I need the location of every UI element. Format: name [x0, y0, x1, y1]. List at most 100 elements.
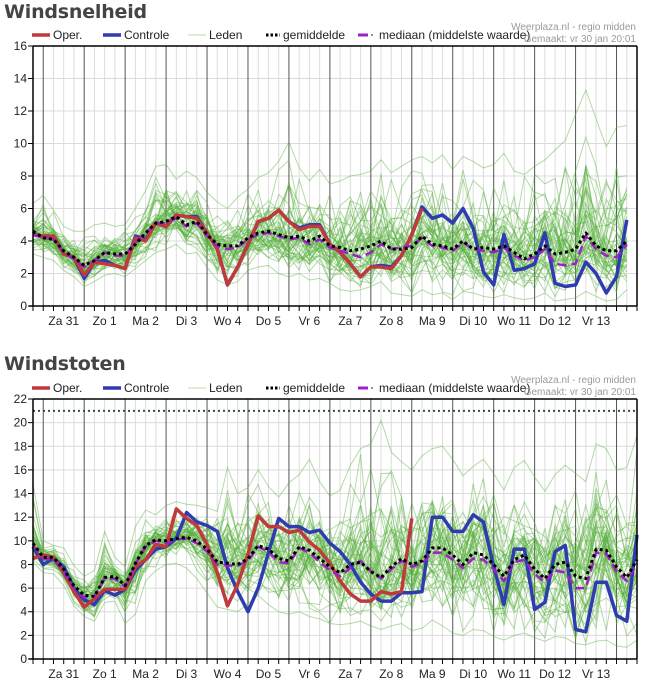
x-tick-label: Do 12 — [539, 314, 571, 328]
x-tick-label: Do 5 — [256, 314, 282, 328]
y-tick-label: 18 — [14, 439, 28, 453]
ensemble-member-line — [32, 511, 638, 610]
x-tick-label: Di 10 — [459, 314, 487, 328]
ensemble-member-line — [32, 501, 638, 617]
y-tick-label: 6 — [20, 581, 27, 595]
ensemble-member-line — [32, 504, 638, 624]
x-tick-label: Wo 4 — [214, 667, 242, 681]
y-tick-label: 6 — [20, 202, 27, 216]
y-tick-label: 2 — [20, 628, 27, 642]
x-tick-label: Do 12 — [539, 667, 571, 681]
y-tick-label: 16 — [14, 463, 28, 477]
x-tick-label: Za 31 — [48, 314, 79, 328]
ensemble-member-line — [32, 471, 638, 601]
series-line-oper — [32, 207, 424, 287]
ensemble-member-line — [32, 500, 638, 631]
ensemble-member-line — [32, 500, 638, 633]
x-tick-label: Zo 8 — [379, 667, 403, 681]
x-tick-label: Di 3 — [176, 314, 198, 328]
x-tick-label: Do 5 — [256, 667, 282, 681]
y-tick-label: 16 — [14, 39, 28, 53]
legend-item-controle: Controle — [103, 381, 170, 395]
x-tick-label: Wo 11 — [497, 667, 531, 681]
legend-label-mediaan: mediaan (middelste waarde) — [379, 381, 530, 395]
y-tick-label: 10 — [14, 534, 28, 548]
x-tick-label: Di 10 — [459, 667, 487, 681]
ensemble-member-line — [32, 479, 638, 613]
ensemble-member-line — [32, 189, 627, 278]
y-tick-label: 12 — [14, 104, 28, 118]
ensemble-member-line — [32, 519, 638, 631]
ensemble-member-line — [32, 203, 628, 294]
y-tick-label: 22 — [14, 392, 28, 406]
series-line-mediaan — [32, 537, 639, 599]
legend-item-gemiddelde: gemiddelde — [266, 381, 345, 395]
legend-label-oper: Oper. — [53, 28, 82, 42]
y-tick-label: 4 — [20, 605, 27, 619]
legend-item-leden: Leden — [188, 381, 242, 395]
ensemble-member-line — [32, 483, 638, 610]
ensemble-member-line — [32, 490, 638, 600]
ensemble-member-line — [32, 503, 638, 637]
legend-item-oper: Oper. — [32, 28, 82, 42]
y-tick-label: 4 — [20, 234, 27, 248]
x-tick-label: Ma 9 — [419, 314, 446, 328]
ensemble-member-line — [32, 510, 638, 604]
x-tick-label: Vr 6 — [299, 314, 321, 328]
legend-label-controle: Controle — [124, 381, 170, 395]
credit-source: Weerplaza.nl - regio midden — [511, 22, 636, 33]
ensemble-member-line — [32, 499, 638, 613]
ensemble-member-line — [32, 186, 628, 284]
x-tick-label: Za 31 — [48, 667, 79, 681]
x-tick-label: Ma 2 — [132, 667, 159, 681]
x-tick-label: Vr 13 — [582, 667, 611, 681]
x-tick-label: Vr 13 — [582, 314, 611, 328]
legend: Oper. Controle Leden gemiddelde mediaan (mid… — [32, 28, 530, 42]
legend-label-controle: Controle — [124, 28, 170, 42]
legend-label-gemiddelde: gemiddelde — [283, 381, 345, 395]
series-line-oper — [32, 507, 414, 609]
grid — [33, 398, 638, 659]
ensemble-member-line — [32, 524, 638, 622]
legend-item-mediaan: mediaan (middelste waarde) — [358, 28, 530, 42]
y-tick-label: 0 — [20, 299, 27, 313]
ensemble-member-line — [32, 561, 638, 648]
ensemble-member-line — [32, 88, 627, 232]
legend-item-leden: Leden — [188, 28, 242, 42]
x-tick-label: Vr 6 — [299, 667, 321, 681]
y-tick-label: 12 — [14, 510, 28, 524]
x-tick-label: Ma 2 — [132, 314, 159, 328]
windsnelheid-title: Windsnelheid — [4, 1, 147, 23]
x-tick-label: Zo 8 — [379, 314, 403, 328]
credit-timestamp: Gemaakt: vr 30 jan 20:01 — [524, 387, 637, 398]
y-tick-label: 14 — [14, 487, 28, 501]
windsnelheid-chart: 0 2 4 6 8 10 12 14 16 Za 31 Zo 1 Ma 2 Di 3 Wo 4 Do 5 Vr… — [14, 22, 638, 328]
ensemble-members — [32, 418, 638, 648]
x-tick-label: Wo 11 — [497, 314, 531, 328]
legend-swatch-dot — [371, 387, 373, 389]
ensemble-member-line — [32, 193, 628, 284]
ensemble-member-line — [32, 499, 638, 611]
y-tick-label: 20 — [14, 416, 28, 430]
y-tick-label: 8 — [20, 169, 27, 183]
x-tick-label: Zo 1 — [93, 314, 117, 328]
legend-swatch-dot — [371, 34, 373, 36]
windstoten-chart: 0 2 4 6 8 10 12 14 16 18 20 22 Za 31 Zo 1 Ma 2 Di 3 Wo 4… — [14, 375, 639, 681]
y-tick-label: 2 — [20, 267, 27, 281]
ensemble-member-line — [32, 181, 628, 283]
ensemble-member-line — [32, 159, 627, 288]
credit-source: Weerplaza.nl - regio midden — [511, 375, 636, 386]
legend-label-leden: Leden — [209, 28, 242, 42]
ensemble-member-line — [32, 170, 627, 284]
ensemble-member-line — [32, 418, 638, 577]
legend-label-leden: Leden — [209, 381, 242, 395]
ensemble-member-line — [32, 496, 638, 633]
ensemble-member-line — [32, 165, 628, 279]
ensemble-member-line — [32, 190, 627, 278]
ensemble-member-line — [32, 196, 628, 294]
legend-item-controle: Controle — [103, 28, 170, 42]
x-tick-label: Za 7 — [338, 314, 362, 328]
series-line-mediaan — [32, 217, 628, 269]
ensemble-member-line — [32, 468, 638, 611]
x-tick-label: Di 3 — [176, 667, 198, 681]
